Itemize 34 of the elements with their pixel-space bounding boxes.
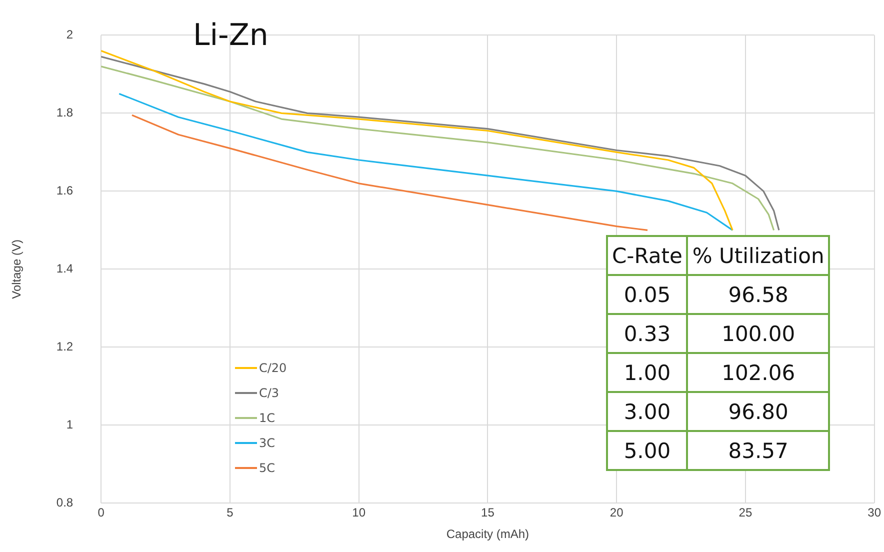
x-tick-label: 20 [610, 506, 624, 520]
annotation: 100.00 [687, 314, 830, 353]
x-tick-label: 30 [868, 506, 882, 520]
x-tick-label: 10 [352, 506, 366, 520]
x-axis-title: Capacity (mAh) [446, 527, 530, 542]
x-tick-label: 25 [738, 506, 752, 520]
annotation: 0.05 [607, 275, 688, 314]
legend-label: C/20 [259, 360, 287, 374]
x-tick-label: 15 [481, 506, 495, 520]
annotation: % Utilization [687, 236, 830, 275]
x-tick-label: 0 [98, 506, 105, 520]
y-tick-label: 0.8 [56, 496, 74, 510]
y-tick-label: 1.6 [56, 184, 74, 198]
annotation: 0.33 [607, 314, 688, 353]
annotation: 96.58 [687, 275, 830, 314]
legend-label: C/3 [259, 386, 280, 400]
y-tick-label: 1.8 [56, 106, 74, 120]
annotation: 83.57 [687, 431, 830, 470]
annotation: 1.00 [607, 353, 688, 392]
y-axis-title: Voltage (V) [10, 240, 24, 299]
y-tick-label: 1.2 [56, 340, 74, 354]
x-tick-label: 5 [226, 506, 234, 520]
y-tick-label: 1.4 [56, 262, 74, 276]
annotation: 5.00 [607, 431, 688, 470]
legend-label: 1C [259, 410, 276, 424]
annotation: 102.06 [687, 353, 830, 392]
annotation: 3.00 [607, 392, 688, 431]
legend-label: 3C [259, 436, 276, 450]
annotation: C-Rate [607, 236, 688, 275]
chart-title: Li-Zn [193, 18, 268, 53]
annotation: 96.80 [687, 392, 830, 431]
legend-label: 5C [259, 460, 276, 474]
y-tick-label: 1 [66, 418, 74, 432]
y-tick-label: 2 [66, 28, 74, 42]
